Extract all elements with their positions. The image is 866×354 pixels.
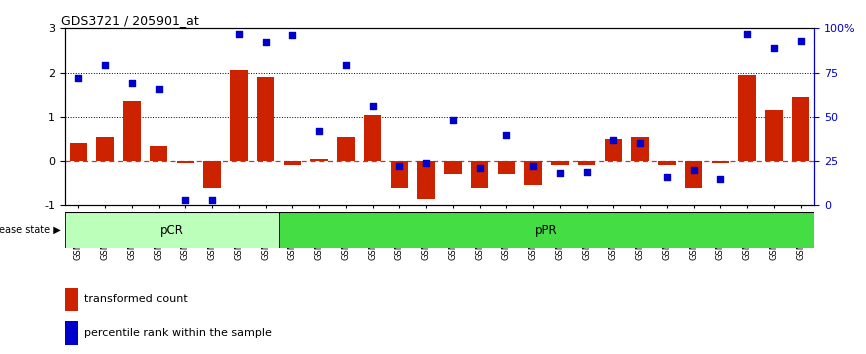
Bar — [310, 159, 328, 161]
Bar — [498, 161, 515, 175]
Bar — [766, 110, 783, 161]
Bar — [123, 101, 140, 161]
Bar — [792, 97, 810, 161]
Point — [446, 118, 460, 123]
Bar — [551, 161, 569, 166]
Bar — [65, 212, 279, 248]
Point — [794, 38, 808, 44]
Point — [286, 33, 300, 38]
Bar — [150, 145, 167, 161]
Point — [312, 128, 326, 134]
Point — [205, 197, 219, 203]
Bar — [65, 288, 79, 311]
Bar — [337, 137, 354, 161]
Point — [125, 80, 139, 86]
Point — [633, 141, 647, 146]
Text: pPR: pPR — [535, 224, 558, 236]
Point — [152, 86, 165, 91]
Point — [500, 132, 514, 137]
Point — [232, 31, 246, 36]
Point — [767, 45, 781, 51]
Text: pCR: pCR — [160, 224, 184, 236]
Bar — [96, 137, 113, 161]
Text: percentile rank within the sample: percentile rank within the sample — [84, 328, 272, 338]
Bar — [279, 212, 814, 248]
Point — [579, 169, 593, 175]
Point — [259, 40, 273, 45]
Point — [660, 174, 674, 180]
Point — [339, 63, 352, 68]
Bar — [444, 161, 462, 175]
Point — [71, 75, 85, 81]
Text: transformed count: transformed count — [84, 295, 187, 304]
Bar — [712, 161, 729, 163]
Point — [365, 103, 379, 109]
Point — [178, 197, 192, 203]
Bar — [284, 161, 301, 166]
Bar — [204, 161, 221, 188]
Bar — [739, 75, 756, 161]
Point — [606, 137, 620, 143]
Bar — [417, 161, 435, 199]
Point — [473, 165, 487, 171]
Bar — [658, 161, 675, 166]
Point — [419, 160, 433, 166]
Point — [527, 164, 540, 169]
Point — [714, 176, 727, 182]
Bar — [604, 139, 622, 161]
Bar — [391, 161, 408, 188]
Text: GDS3721 / 205901_at: GDS3721 / 205901_at — [61, 14, 199, 27]
Point — [392, 164, 406, 169]
Bar — [364, 115, 381, 161]
Bar — [685, 161, 702, 188]
Bar — [525, 161, 542, 185]
Text: disease state ▶: disease state ▶ — [0, 225, 61, 235]
Bar — [471, 161, 488, 188]
Bar — [578, 161, 595, 166]
Bar — [177, 161, 194, 163]
Point — [98, 63, 112, 68]
Bar — [230, 70, 248, 161]
Point — [553, 171, 567, 176]
Point — [740, 31, 754, 36]
Bar — [631, 137, 649, 161]
Bar — [257, 77, 275, 161]
Bar — [69, 143, 87, 161]
Bar — [65, 321, 79, 345]
Point — [687, 167, 701, 173]
